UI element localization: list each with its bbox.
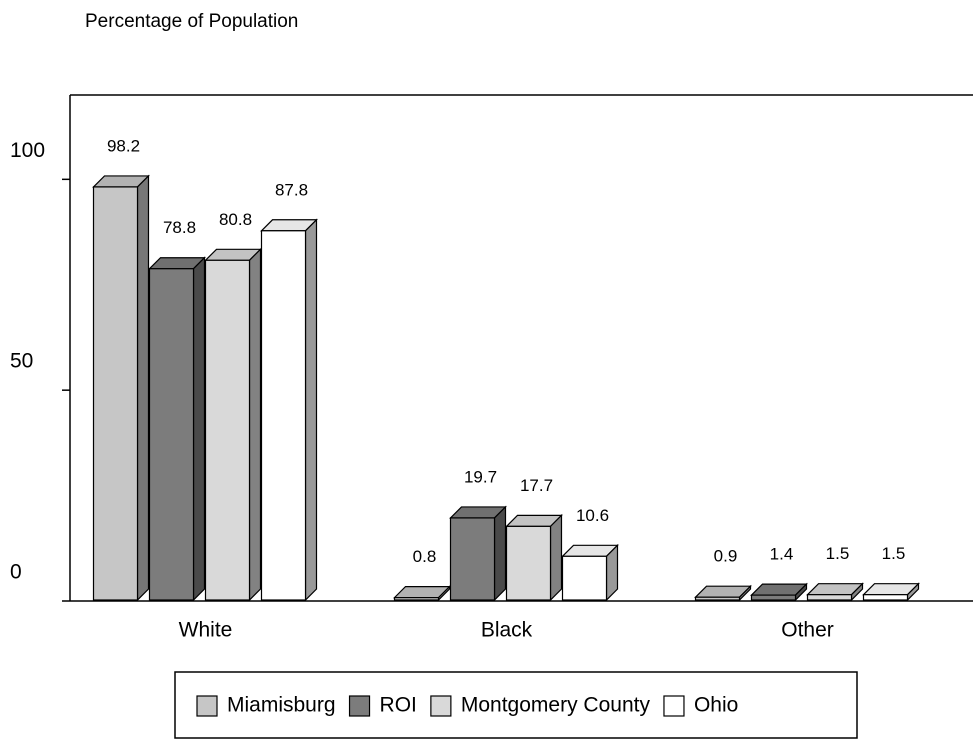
x-tick-label: Other	[781, 619, 834, 642]
bar	[260, 230, 307, 601]
value-label: 1.5	[882, 544, 906, 563]
bar	[204, 259, 251, 601]
bar-side	[248, 247, 262, 602]
legend-label: Ohio	[694, 694, 738, 717]
value-label: 19.7	[464, 467, 497, 486]
y-axis-label: Percentage of Population	[85, 11, 298, 32]
value-label: 87.8	[275, 180, 308, 199]
bar	[393, 597, 440, 601]
legend-label: Miamisburg	[227, 694, 336, 717]
bar	[561, 555, 608, 601]
value-label: 1.4	[770, 545, 794, 564]
legend-swatch	[196, 695, 218, 717]
y-tick-label: 50	[10, 350, 33, 373]
bar	[449, 517, 496, 601]
legend-label: ROI	[380, 694, 417, 717]
y-tick-label: 100	[10, 139, 45, 162]
value-label: 0.8	[413, 547, 437, 566]
legend-swatch	[663, 695, 685, 717]
y-tick-label: 0	[10, 561, 22, 584]
bar-side	[493, 505, 507, 602]
value-label: 98.2	[107, 136, 140, 155]
bar	[505, 525, 552, 601]
legend-box	[174, 671, 858, 739]
bar-side	[549, 513, 563, 602]
legend-swatch	[430, 695, 452, 717]
bar	[806, 594, 853, 601]
legend-swatch	[348, 695, 371, 717]
value-label: 1.5	[826, 544, 850, 563]
value-label: 78.8	[163, 218, 196, 237]
bar-side	[304, 218, 318, 602]
bar	[92, 186, 139, 601]
bar	[862, 594, 909, 601]
bar	[694, 596, 741, 601]
x-tick-label: Black	[481, 619, 533, 642]
value-label: 10.6	[576, 506, 609, 525]
legend-label: Montgomery County	[461, 694, 651, 717]
x-tick-label: White	[179, 619, 233, 642]
bar	[148, 268, 195, 601]
value-label: 0.9	[714, 547, 738, 566]
bar-side	[192, 256, 206, 602]
bar-side	[136, 174, 150, 602]
bar	[750, 594, 797, 601]
value-label: 80.8	[219, 210, 252, 229]
value-label: 17.7	[520, 476, 553, 495]
